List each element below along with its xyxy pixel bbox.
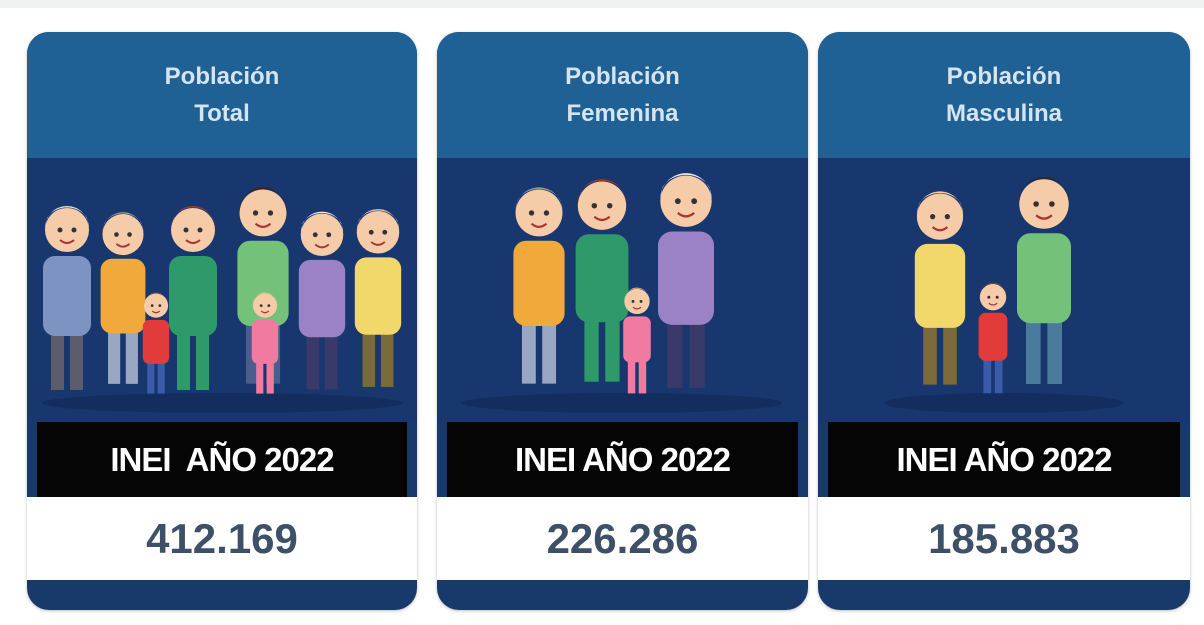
card-header: Población Masculina xyxy=(818,32,1190,158)
top-border xyxy=(0,0,1204,8)
card: Población Total INEI AÑO 2022 412.169 xyxy=(27,32,417,610)
people xyxy=(27,158,417,422)
card-title: Total xyxy=(27,95,417,132)
people xyxy=(437,158,808,422)
card-header: Población Total xyxy=(27,32,417,158)
population-value: 412.169 xyxy=(27,497,417,580)
people xyxy=(818,158,1190,422)
population-value: 226.286 xyxy=(437,497,808,580)
card: Población Masculina INEI AÑO 2022 185.88… xyxy=(818,32,1190,610)
card: Población Femenina INEI AÑO 2022 226.286 xyxy=(437,32,808,610)
source-label: INEI AÑO 2022 xyxy=(447,422,798,497)
illustration xyxy=(27,158,417,422)
card-title: Población xyxy=(437,58,808,95)
page: Población Total INEI AÑO 2022 412.169 Po… xyxy=(0,0,1204,625)
illustration xyxy=(437,158,808,422)
card-title: Población xyxy=(818,58,1190,95)
card-title: Masculina xyxy=(818,95,1190,132)
population-value: 185.883 xyxy=(818,497,1190,580)
card-title: Femenina xyxy=(437,95,808,132)
source-label: INEI AÑO 2022 xyxy=(828,422,1180,497)
source-label: INEI AÑO 2022 xyxy=(37,422,407,497)
card-title: Población xyxy=(27,58,417,95)
illustration xyxy=(818,158,1190,422)
card-header: Población Femenina xyxy=(437,32,808,158)
